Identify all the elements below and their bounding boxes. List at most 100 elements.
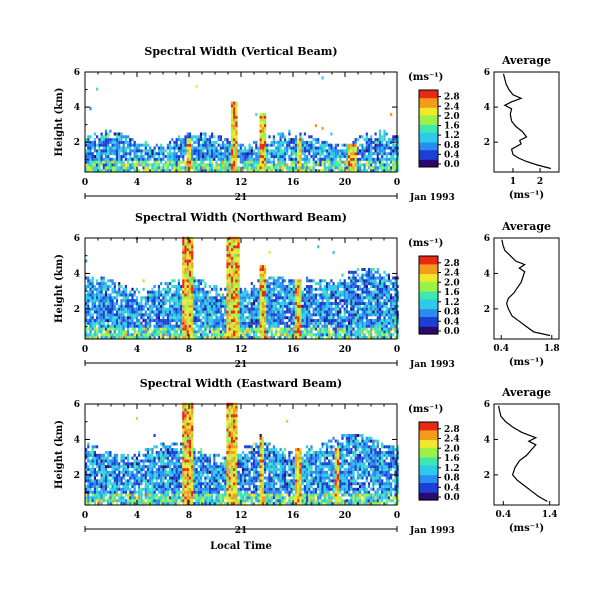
heatmap-cell — [261, 279, 264, 283]
heatmap-cell — [182, 330, 185, 334]
heatmap-cell — [279, 276, 282, 280]
heatmap-cell — [144, 319, 147, 322]
heatmap-cell — [98, 157, 101, 161]
heatmap-cell — [314, 296, 317, 300]
heatmap-cell — [310, 290, 313, 294]
heatmap-cell — [127, 166, 130, 170]
heatmap-cell — [208, 321, 211, 325]
heatmap-cell — [160, 146, 163, 150]
heatmap-cell — [233, 262, 236, 266]
heatmap-cell — [173, 285, 176, 288]
heatmap-cell — [339, 169, 342, 172]
heatmap-cell — [292, 160, 295, 164]
heatmap-cell — [109, 336, 112, 339]
heatmap-cell — [140, 163, 143, 167]
heatmap-cell — [124, 285, 127, 288]
heatmap-cell — [233, 302, 236, 305]
heatmap-cell — [261, 135, 264, 139]
heatmap-cell — [115, 160, 119, 164]
heatmap-cell — [323, 285, 326, 288]
heatmap-cell — [202, 304, 205, 308]
heatmap-cell — [277, 155, 280, 158]
heatmap-cell — [191, 310, 194, 314]
heatmap-cell — [268, 319, 271, 322]
heatmap-cell — [188, 270, 192, 274]
heatmap-cell — [219, 336, 222, 339]
heatmap-cell — [204, 282, 207, 286]
heatmap-cell — [241, 149, 245, 153]
heatmap-cell — [321, 296, 324, 300]
heatmap-cell — [213, 324, 216, 328]
heatmap-cell — [303, 152, 306, 156]
heatmap-cell — [250, 290, 253, 294]
heatmap-cell — [328, 333, 331, 337]
heatmap-cell — [303, 146, 306, 150]
heatmap-cell — [173, 319, 176, 322]
heatmap-cell — [122, 287, 125, 291]
heatmap-cell — [250, 319, 253, 322]
heatmap-cell — [356, 268, 359, 271]
heatmap-cell — [100, 140, 103, 144]
heatmap-cell — [378, 276, 382, 280]
heatmap-cell — [230, 250, 234, 254]
heatmap-cell — [330, 336, 333, 339]
heatmap-cell — [157, 502, 161, 505]
heatmap-cell — [133, 290, 136, 294]
heatmap-cell — [115, 143, 119, 147]
heatmap-cell — [372, 140, 375, 144]
heatmap-cell — [206, 304, 209, 308]
heatmap-cell — [387, 287, 390, 291]
heatmap-cell — [297, 302, 300, 305]
heatmap-cell — [233, 104, 236, 108]
heatmap-cell — [162, 299, 165, 303]
heatmap-cell — [396, 290, 399, 294]
heatmap-cell — [228, 248, 231, 252]
heatmap-cell — [230, 256, 234, 260]
heatmap-cell — [341, 290, 344, 294]
heatmap-cell — [118, 293, 121, 297]
heatmap-cell — [164, 499, 167, 503]
heatmap-cell — [233, 327, 236, 331]
heatmap-cell — [230, 310, 234, 314]
heatmap-cell — [259, 316, 262, 320]
heatmap-cell — [226, 270, 229, 274]
heatmap-cell — [286, 333, 289, 337]
heatmap-cell — [239, 327, 242, 331]
heatmap-cell — [155, 143, 158, 147]
heatmap-cell — [244, 149, 247, 153]
heatmap-cell — [224, 296, 227, 300]
heatmap-cell — [370, 302, 373, 305]
heatmap-cell — [120, 138, 123, 142]
heatmap-cell — [211, 135, 214, 139]
heatmap-cell — [332, 169, 335, 172]
heatmap-cell — [213, 333, 216, 337]
heatmap-cell — [359, 157, 362, 161]
heatmap-cell — [370, 333, 373, 337]
heatmap-cell — [151, 155, 154, 158]
heatmap-cell — [323, 149, 326, 153]
heatmap-cell — [378, 149, 382, 153]
heatmap-cell — [246, 155, 249, 158]
heatmap-cell — [352, 319, 355, 322]
heatmap-cell — [299, 330, 302, 334]
heatmap-cell — [228, 279, 231, 283]
heatmap-cell — [394, 304, 397, 308]
heatmap-cell — [162, 310, 165, 314]
heatmap-cell — [354, 302, 357, 305]
heatmap-cell — [124, 157, 127, 161]
heatmap-cell — [202, 290, 205, 294]
heatmap-cell — [140, 496, 143, 500]
heatmap-cell — [193, 135, 196, 139]
heatmap-cell — [211, 163, 214, 167]
heatmap-cell — [253, 304, 256, 308]
heatmap-cell — [378, 321, 382, 325]
heatmap-cell — [387, 163, 390, 167]
heatmap-cell — [237, 155, 240, 158]
heatmap-cell — [288, 166, 291, 170]
heatmap-cell — [261, 336, 264, 339]
heatmap-cell — [138, 146, 141, 150]
heatmap-cell — [91, 152, 94, 156]
heatmap-cell — [155, 316, 158, 320]
heatmap-cell — [199, 282, 203, 286]
heatmap-cell — [104, 138, 108, 142]
